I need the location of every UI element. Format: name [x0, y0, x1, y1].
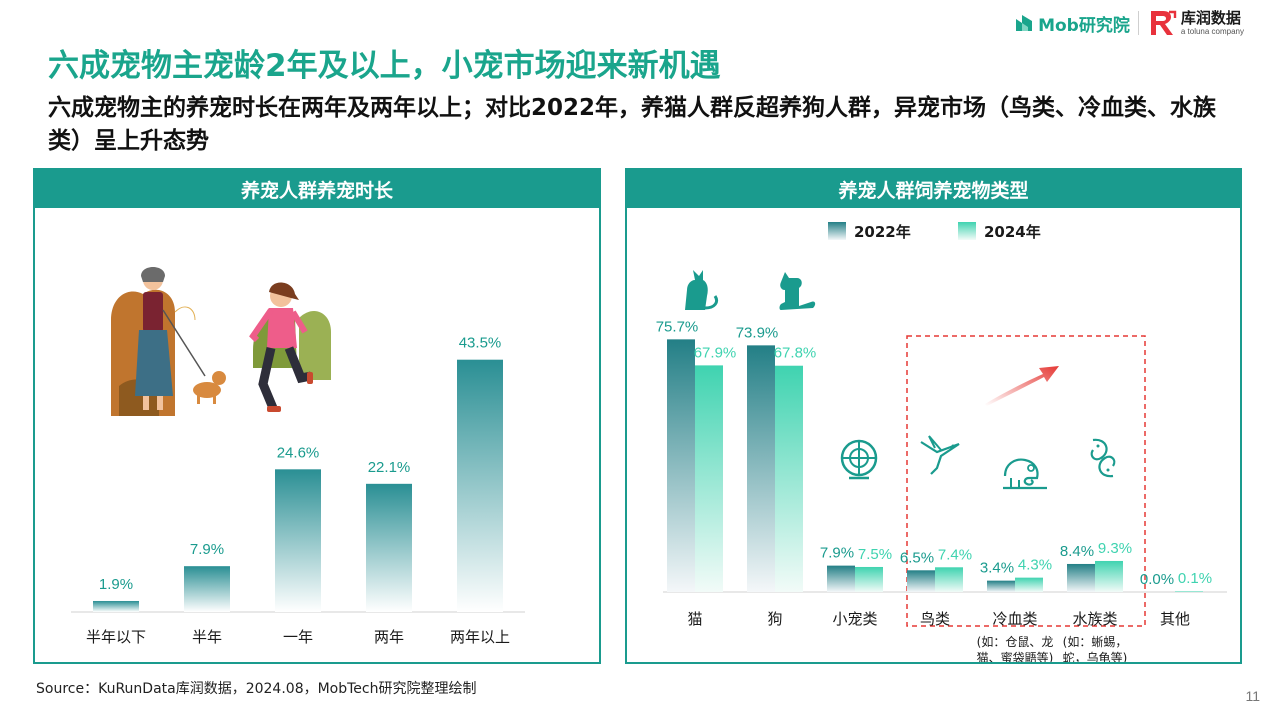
- pet-type-panel: 养宠人群饲养宠物类型 2022年 2024年: [625, 168, 1242, 664]
- duration-value-label: 24.6%: [277, 444, 320, 461]
- duration-bar: [457, 359, 503, 612]
- pet-type-bar-2024: [1095, 560, 1123, 592]
- pet-type-bar-2024: [935, 567, 963, 592]
- pet-type-bar-2022: [667, 339, 695, 592]
- emerging-pets-highlight-box: [906, 335, 1146, 627]
- pet-type-category-label: 猫: [687, 610, 702, 628]
- duration-category-label: 一年: [283, 628, 313, 646]
- pet-type-category-note: 蛇，乌龟等): [1063, 650, 1128, 662]
- duration-bar: [93, 600, 139, 612]
- duration-panel: 养宠人群养宠时长: [33, 168, 601, 664]
- pet-type-value-label: 0.1%: [1178, 570, 1212, 587]
- pet-type-bar-2024: [1015, 577, 1043, 592]
- legend-label-2024: 2024年: [984, 223, 1041, 241]
- pet-type-panel-header: 养宠人群饲养宠物类型: [627, 170, 1240, 208]
- duration-value-label: 22.1%: [368, 459, 411, 476]
- pet-type-category-label: 鸟类: [920, 610, 950, 628]
- pet-type-bar-2024: [855, 566, 883, 592]
- duration-bar: [366, 483, 412, 612]
- duration-value-label: 7.9%: [190, 541, 224, 558]
- pet-type-bar-2022: [907, 570, 935, 592]
- kurun-logo: 库润数据 a toluna company: [1147, 8, 1244, 38]
- chart-legend: 2022年 2024年: [828, 222, 1041, 241]
- pet-type-chart: 2022年 2024年: [656, 222, 1227, 662]
- pet-type-bar-2022: [1067, 563, 1095, 592]
- hamster-wheel-icon: [840, 439, 878, 480]
- pet-type-value-label: 7.5%: [858, 546, 892, 563]
- pet-type-bar-2024: [1175, 591, 1203, 592]
- pet-type-bar-2022: [827, 565, 855, 592]
- pet-type-category-note: (如：仓鼠、龙: [977, 634, 1054, 649]
- pet-type-value-label: 8.4%: [1060, 543, 1094, 560]
- pet-type-category-label: 其他: [1160, 610, 1190, 628]
- source-note: Source：KuRunData库润数据，2024.08，MobTech研究院整…: [36, 681, 477, 697]
- pet-type-value-label: 4.3%: [1018, 557, 1052, 574]
- header-logos: Mob研究院 库润数据 a toluna company: [1014, 8, 1244, 38]
- fish-icon: [1090, 438, 1116, 478]
- cat-icon: [685, 270, 719, 310]
- pet-type-category-label: 冷血类: [992, 610, 1037, 628]
- pet-type-value-label: 67.8%: [774, 345, 817, 362]
- logo-divider: [1137, 11, 1139, 35]
- page-subtitle: 六成宠物主的养宠时长在两年及两年以上；对比2022年，养猫人群反超养狗人群，异宠…: [48, 95, 1217, 154]
- kurun-logo-sub: a toluna company: [1180, 26, 1244, 36]
- duration-value-label: 43.5%: [459, 335, 502, 352]
- duration-bar: [184, 566, 230, 612]
- duration-chart: 1.9% 7.9% 24.6% 22.1% 43.5% 半年以下 半年 一年 两年 两年以上: [71, 267, 525, 646]
- duration-category-label: 半年以下: [86, 628, 146, 646]
- pet-type-value-label: 3.4%: [980, 560, 1014, 577]
- legend-swatch-2022: [828, 222, 846, 240]
- pet-type-value-label: 73.9%: [736, 324, 779, 341]
- pet-type-category-label: 狗: [767, 610, 782, 628]
- legend-label-2022: 2022年: [854, 223, 911, 241]
- bird-icon: [920, 435, 960, 475]
- pet-type-value-label: 6.5%: [900, 549, 934, 566]
- duration-value-label: 1.9%: [99, 576, 133, 593]
- jogger-illustration: [249, 282, 331, 412]
- pet-type-bar-2024: [695, 365, 723, 592]
- pet-type-bar-2022: [987, 580, 1015, 592]
- page-title: 六成宠物主宠龄2年及以上，小宠市场迎来新机遇: [48, 48, 721, 84]
- pet-type-category-label: 水族类: [1072, 610, 1117, 628]
- pet-type-bar-2024: [775, 365, 803, 592]
- dog-icon: [779, 272, 816, 310]
- chameleon-icon: [1003, 458, 1047, 490]
- duration-category-label: 两年: [374, 628, 404, 646]
- pet-type-value-label: 0.0%: [1140, 571, 1174, 588]
- dog-walker-illustration: [111, 267, 226, 416]
- kurun-logo-name: 库润数据: [1180, 8, 1241, 27]
- pet-type-value-label: 7.9%: [820, 545, 854, 562]
- duration-bar: [275, 469, 321, 612]
- kurun-logo-icon: [1150, 10, 1177, 35]
- pet-type-category-note: (如：蜥蜴，: [1063, 634, 1128, 649]
- pet-type-category-note: 猫、蜜袋鼯等): [977, 650, 1054, 662]
- page-number: 11: [1245, 688, 1260, 704]
- duration-category-label: 两年以上: [450, 628, 510, 646]
- mob-logo-icon: [1016, 15, 1033, 31]
- upward-trend-arrow: [985, 366, 1059, 406]
- legend-swatch-2024: [958, 222, 976, 240]
- pet-type-value-label: 67.9%: [694, 344, 737, 361]
- mob-logo-text: Mob研究院: [1038, 15, 1130, 36]
- mob-logo: Mob研究院: [1014, 11, 1130, 36]
- duration-category-label: 半年: [192, 628, 222, 646]
- pet-type-value-label: 7.4%: [938, 546, 972, 563]
- pet-type-value-label: 9.3%: [1098, 540, 1132, 557]
- pet-type-category-label: 小宠类: [832, 610, 877, 628]
- pet-type-bar-2022: [747, 345, 775, 592]
- pet-type-value-label: 75.7%: [656, 318, 699, 335]
- duration-panel-header: 养宠人群养宠时长: [35, 170, 599, 208]
